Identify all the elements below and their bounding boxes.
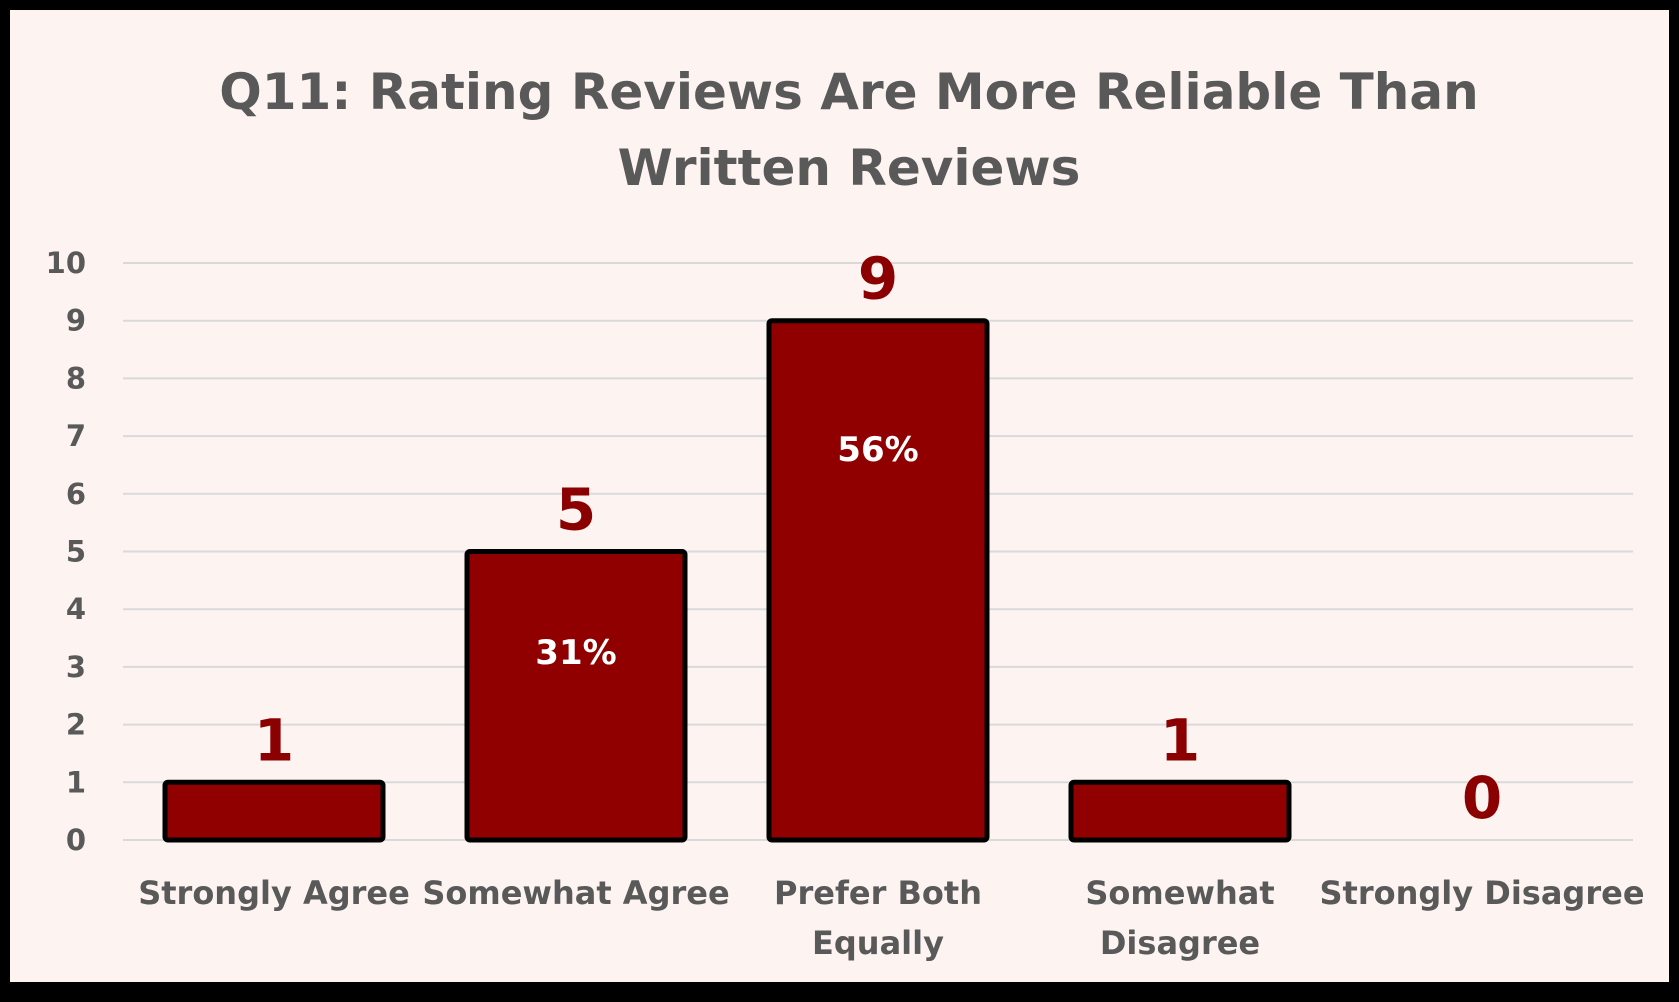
y-tick-label-7: 7: [66, 419, 86, 453]
value-labels: 1 5 9 1 0: [254, 245, 1502, 832]
y-tick-label-6: 6: [66, 477, 86, 511]
y-tick-label-4: 4: [66, 592, 86, 626]
y-tick-label-3: 3: [66, 650, 86, 684]
percent-labels: 31% 56%: [535, 430, 918, 673]
bar-1: [464, 549, 688, 843]
value-label-0: 1: [254, 706, 294, 774]
category-label-4-line-0: Strongly Disagree: [1319, 874, 1644, 912]
value-label-2: 9: [858, 245, 898, 313]
percent-label-1: 31%: [535, 633, 616, 673]
value-label-3: 1: [1160, 706, 1200, 774]
y-tick-label-0: 0: [66, 823, 86, 857]
category-label-0-line-0: Strongly Agree: [138, 874, 410, 912]
y-tick-label-2: 2: [66, 708, 86, 742]
y-tick-label-5: 5: [66, 535, 86, 569]
y-tick-label-1: 1: [66, 765, 86, 799]
value-label-1: 5: [556, 476, 596, 544]
bar-2: [766, 318, 990, 843]
y-tick-label-8: 8: [66, 361, 86, 395]
chart-title-line-1: Q11: Rating Reviews Are More Reliable Th…: [219, 63, 1478, 121]
category-label-3-line-0: Somewhat: [1085, 874, 1274, 912]
bar-0: [162, 779, 386, 843]
category-label-1-line-0: Somewhat Agree: [422, 874, 729, 912]
category-label-2-line-0: Prefer Both: [774, 874, 982, 912]
y-tick-label-10: 10: [46, 246, 86, 280]
y-axis-tick-labels: 0 1 2 3 4 5 6 7 8 9 10: [46, 246, 86, 857]
chart-title-line-2: Written Reviews: [618, 139, 1081, 197]
category-label-3-line-1: Disagree: [1100, 924, 1260, 962]
percent-label-2: 56%: [837, 430, 918, 470]
bar-chart: Q11: Rating Reviews Are More Reliable Th…: [46, 63, 1645, 962]
y-tick-label-9: 9: [66, 304, 86, 338]
x-axis-category-labels: Strongly Agree Somewhat Agree Prefer Both E…: [138, 874, 1644, 962]
value-label-4: 0: [1462, 764, 1502, 832]
bars: [162, 318, 1292, 843]
category-label-2-line-1: Equally: [812, 924, 944, 962]
bar-3: [1068, 779, 1292, 843]
